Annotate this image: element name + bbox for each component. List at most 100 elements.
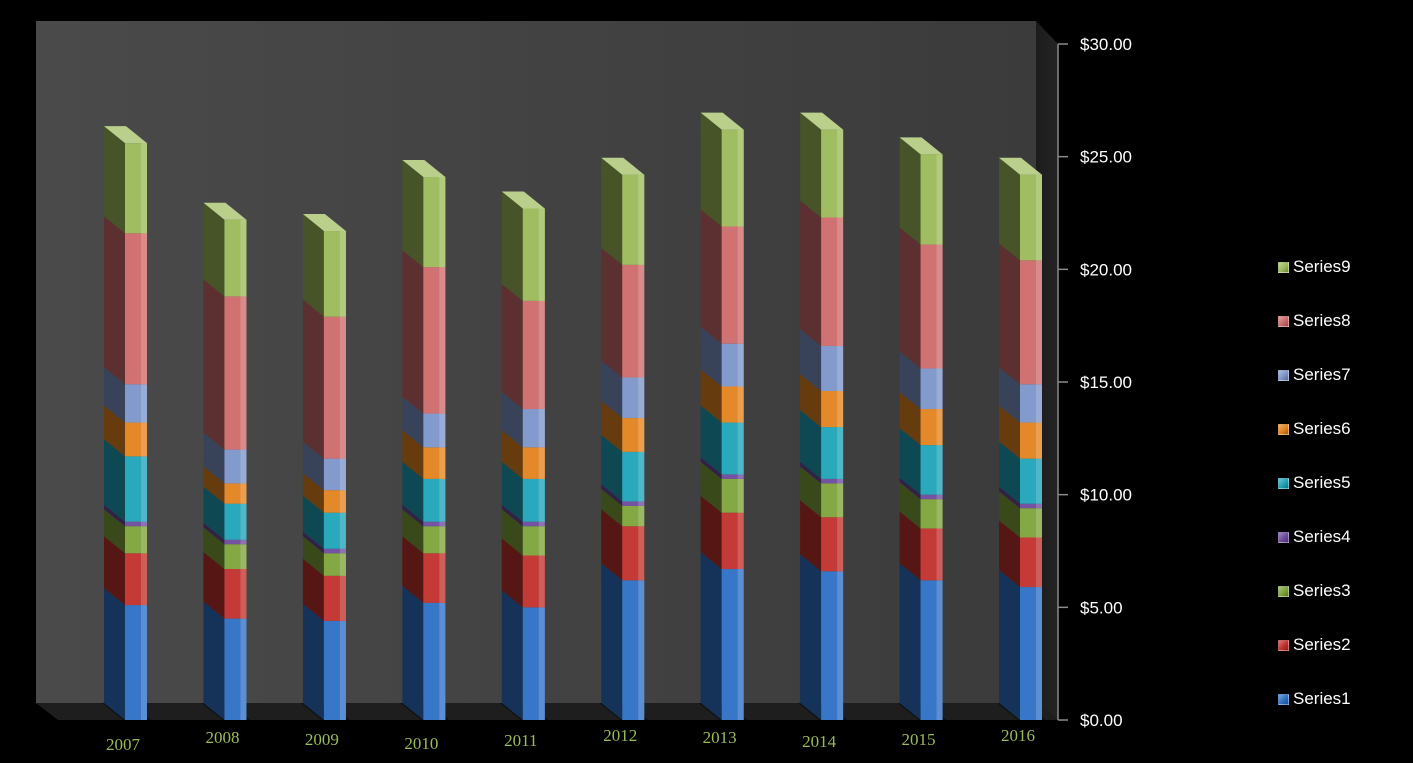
bar-side-face	[402, 536, 424, 603]
bar-segment-series3-2010	[402, 509, 446, 554]
bar-segment-series8-2008	[203, 279, 247, 450]
bar-highlight	[638, 526, 645, 581]
legend-item-series6: Series6	[1278, 402, 1398, 456]
y-tick-label: $25.00	[1080, 148, 1132, 167]
bar-top-face	[402, 159, 446, 177]
bar-side-face	[601, 563, 623, 720]
bar-segment-series9-2011	[501, 191, 545, 301]
x-tick-label: 2010	[404, 734, 438, 753]
bar-highlight	[538, 409, 545, 448]
bar-side-face	[999, 405, 1020, 459]
bar-side-face	[402, 585, 424, 720]
bar-side-face	[999, 570, 1020, 720]
bar-side-face	[601, 360, 623, 419]
bar-segment-series7-2013	[700, 326, 744, 387]
bar-highlight	[936, 154, 943, 245]
bar-segment-series5-2012	[601, 434, 645, 502]
bar-segment-series7-2007	[104, 367, 147, 423]
bar-segment-series8-2014	[800, 200, 844, 346]
bar-side-face	[501, 538, 523, 608]
bar-highlight	[538, 478, 545, 522]
bar-segment-series2-2009	[302, 558, 346, 621]
bar-stack-2014	[798, 112, 848, 720]
bar-segment-series8-2009	[302, 299, 346, 459]
bar-segment-series9-2009	[302, 214, 346, 317]
bar-top-face	[700, 112, 744, 130]
bar-stack-2013	[698, 112, 748, 720]
bar-side-face	[899, 511, 921, 581]
bar-side-face	[302, 495, 324, 549]
bar-segment-series5-2014	[800, 410, 844, 479]
x-tick-label: 2008	[205, 728, 239, 747]
legend-swatch	[1278, 693, 1289, 705]
bar-highlight	[339, 231, 346, 317]
bar-highlight	[936, 494, 943, 500]
bar-highlight	[837, 571, 844, 720]
bar-segment-series2-2007	[104, 536, 147, 606]
bar-highlight	[339, 512, 346, 549]
x-tick-label: 2014	[802, 732, 837, 751]
bar-highlight	[240, 483, 247, 504]
bar-segment-series1-2015	[899, 563, 943, 720]
bar-side-face	[800, 328, 822, 392]
bar-side-face	[899, 428, 921, 495]
bar-side-face	[700, 457, 722, 479]
bar-highlight	[240, 503, 247, 540]
bar-front-face	[622, 501, 645, 506]
bar-side-face	[601, 157, 623, 265]
bar-segment-series1-2007	[104, 588, 147, 720]
bar-highlight	[638, 501, 645, 506]
bar-side-face	[402, 396, 424, 448]
bar-side-face	[800, 554, 822, 720]
bar-segment-series5-2007	[104, 439, 147, 522]
bar-side-face	[601, 401, 623, 452]
bar-segment-series3-2016	[999, 491, 1042, 538]
bar-highlight	[141, 422, 147, 457]
bar-highlight	[737, 343, 744, 387]
bar-highlight	[737, 569, 744, 720]
bar-stack-2011	[499, 191, 549, 720]
bar-side-face	[302, 603, 324, 720]
bar-segment-series1-2011	[501, 590, 545, 720]
bar-highlight	[538, 526, 545, 556]
bar-segment-series1-2008	[203, 601, 247, 720]
y-tick-label: $15.00	[1080, 373, 1132, 392]
bar-side-face	[203, 202, 225, 297]
bar-top-face	[104, 126, 147, 144]
bar-highlight	[1036, 537, 1042, 588]
bar-highlight	[638, 418, 645, 452]
bar-front-face	[522, 521, 545, 527]
bar-segment-series9-2008	[203, 202, 247, 297]
bar-segment-series4-2016	[999, 486, 1042, 509]
bar-segment-series5-2008	[203, 486, 247, 540]
bar-stack-2012	[599, 157, 649, 720]
bar-segment-series4-2014	[800, 461, 844, 484]
bar-highlight	[936, 445, 943, 495]
bar-segment-series7-2012	[601, 360, 645, 419]
bar-side-face	[104, 504, 125, 527]
bar-highlight	[538, 208, 545, 301]
bar-highlight	[538, 555, 545, 608]
bar-front-face	[721, 474, 744, 479]
bar-segment-series3-2008	[203, 527, 247, 570]
bar-segment-series1-2010	[402, 585, 446, 720]
bar-side-face	[899, 227, 921, 369]
legend-label: Series6	[1293, 419, 1351, 438]
bar-front-face	[821, 478, 844, 484]
bar-segment-series1-2012	[601, 563, 645, 720]
bar-side-face	[302, 473, 324, 513]
bar-group	[102, 112, 1046, 720]
bar-segment-series6-2013	[700, 369, 744, 423]
bar-top-face	[601, 157, 645, 175]
bar-highlight	[240, 449, 247, 484]
bar-highlight	[141, 605, 147, 720]
bar-highlight	[538, 300, 545, 410]
bar-highlight	[538, 607, 545, 720]
bar-side-face	[203, 522, 225, 545]
legend-item-series3: Series3	[1278, 564, 1398, 618]
y-axis-ticks: $0.00 $5.00 $10.00 $15.00 $20.00 $25.00 $30.00	[1058, 35, 1132, 730]
bar-top-face	[800, 112, 844, 130]
bar-side-face	[601, 247, 623, 378]
legend-item-series8: Series8	[1278, 294, 1398, 348]
bar-side-face	[700, 552, 722, 720]
